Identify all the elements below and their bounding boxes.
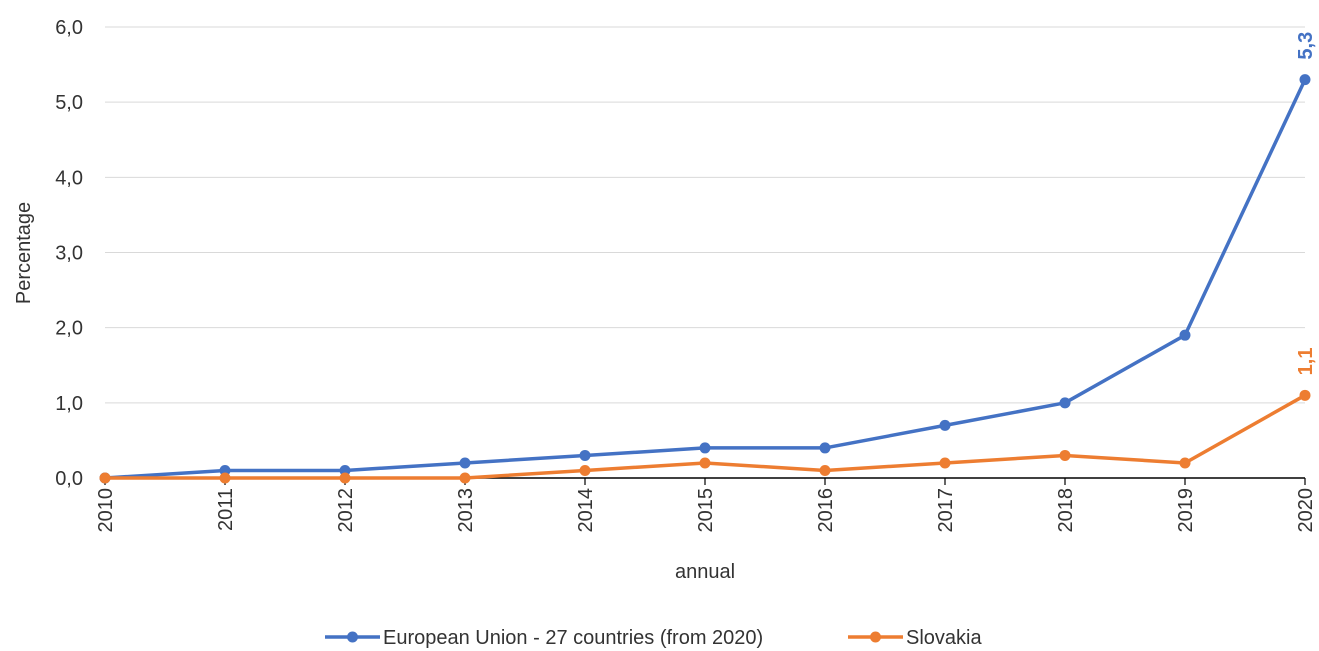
y-tick-label: 3,0	[55, 243, 83, 265]
gridlines	[105, 26, 1305, 404]
data-point	[939, 457, 951, 469]
x-tick-label: 2016	[815, 488, 837, 533]
data-point	[1179, 457, 1191, 469]
data-label: 5,3	[1295, 32, 1317, 60]
data-point	[339, 464, 351, 476]
x-tick-label: 2020	[1295, 488, 1317, 533]
data-point	[1059, 397, 1071, 409]
data-point	[579, 464, 591, 476]
data-point	[819, 464, 831, 476]
x-tick-label: 2018	[1055, 488, 1077, 533]
data-point	[939, 419, 951, 431]
y-axis-title: Percentage	[13, 202, 35, 304]
data-point	[219, 464, 231, 476]
series-line	[103, 77, 1307, 480]
data-point	[459, 457, 471, 469]
y-tick-label: 1,0	[55, 393, 83, 415]
series-lines	[99, 74, 1311, 484]
data-point	[699, 442, 711, 454]
data-point	[99, 472, 111, 484]
data-point	[699, 457, 711, 469]
y-tick-label: 0,0	[55, 468, 83, 490]
data-point	[1299, 74, 1311, 86]
y-tick-label: 2,0	[55, 318, 83, 340]
x-tick-label: 2010	[95, 488, 117, 533]
data-point	[339, 472, 351, 484]
data-point	[219, 472, 231, 484]
x-tick-label: 2019	[1175, 488, 1197, 533]
data-label: 1,1	[1295, 348, 1317, 376]
data-labels: 5,3 1,1	[1295, 32, 1317, 376]
data-point	[1179, 329, 1191, 341]
data-point	[819, 442, 831, 454]
y-tick-label: 5,0	[55, 92, 83, 114]
data-point	[1059, 449, 1071, 461]
x-axis-title: annual	[675, 561, 735, 583]
legend: European Union - 27 countries (from 2020…	[325, 627, 982, 649]
x-tick-label: 2012	[335, 488, 357, 533]
data-point	[459, 472, 471, 484]
y-tick-label: 4,0	[55, 167, 83, 189]
data-point	[579, 449, 591, 461]
x-tick-label: 2013	[455, 488, 477, 533]
axes: 0,0 1,0 2,0 3,0 4,0 5,0 6,0 2010 2011 2012 2013 201…	[55, 17, 1317, 533]
x-tick-label: 2014	[575, 488, 597, 533]
x-tick-label: 2011	[215, 488, 237, 531]
legend-marker	[870, 631, 881, 643]
y-tick-label: 6,0	[55, 17, 83, 39]
legend-label: European Union - 27 countries (from 2020…	[383, 627, 763, 649]
x-tick-label: 2017	[935, 488, 957, 533]
legend-label: Slovakia	[906, 627, 982, 649]
data-point	[1299, 389, 1311, 401]
x-tick-label: 2015	[695, 488, 717, 533]
legend-marker	[347, 631, 358, 643]
